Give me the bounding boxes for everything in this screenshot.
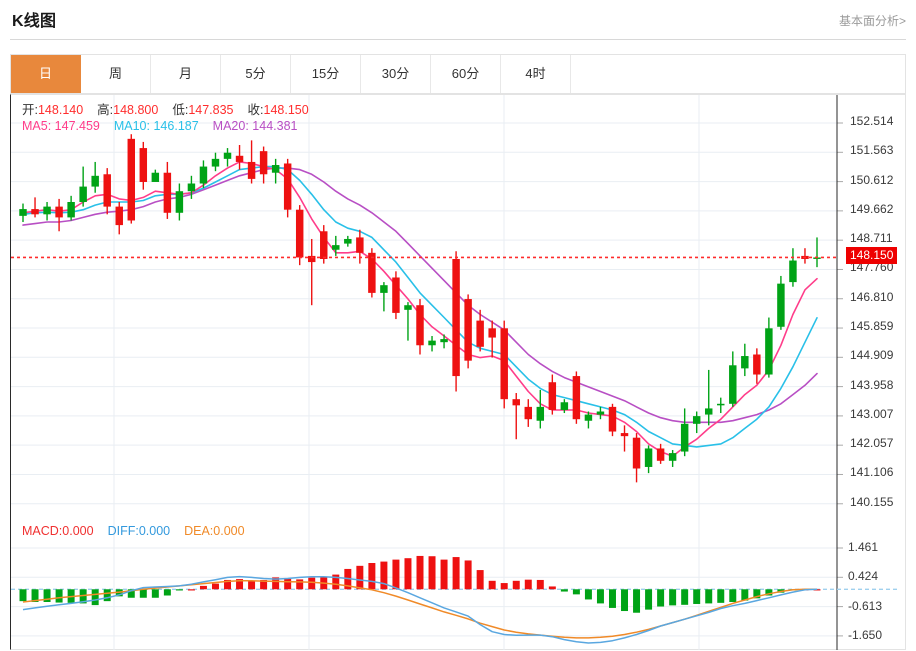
page-title: K线图 (12, 13, 57, 30)
tab-label: 月 (178, 66, 192, 81)
tab-label: 5分 (245, 66, 266, 81)
price-axis-label: 143.007 (850, 406, 894, 421)
high-value: 148.800 (113, 103, 159, 117)
tab-3[interactable]: 5分 (221, 55, 291, 93)
price-axis-label: 143.958 (850, 377, 894, 392)
macd-axis-label: 0.424 (848, 569, 879, 584)
fundamental-analysis-link[interactable]: 基本面分析> (838, 14, 906, 28)
tab-label: 4时 (525, 66, 546, 81)
tab-label: 日 (38, 66, 52, 81)
timeframe-tabbar: 日 周 月 5分 15分 30分 60分 4时 (10, 54, 906, 94)
ma20-value: 144.381 (252, 119, 298, 133)
ma5-label: MA5: (22, 119, 52, 133)
tab-6[interactable]: 60分 (431, 55, 501, 93)
tab-1[interactable]: 周 (81, 55, 151, 93)
price-axis-label: 144.909 (850, 348, 894, 363)
close-value: 148.150 (263, 103, 309, 117)
tab-4[interactable]: 15分 (291, 55, 361, 93)
candlestick-chart-panel[interactable] (10, 94, 906, 523)
tab-5[interactable]: 30分 (361, 55, 431, 93)
macd-chart-panel[interactable] (10, 521, 906, 650)
macd-axis-label: 1.461 (848, 540, 879, 554)
macd-canvas (11, 521, 897, 650)
tab-0[interactable]: 日 (11, 55, 81, 93)
macd-axis-label: -0.613 (848, 598, 883, 613)
ma5-value: 147.459 (54, 119, 100, 133)
header-divider (10, 39, 906, 40)
macd-axis-label: -1.650 (848, 627, 883, 642)
ohlc-legend: 开:148.140 高:148.800 低:147.835 收:148.150 (22, 99, 323, 118)
tabbar-filler (571, 55, 905, 93)
price-axis-label: 152.514 (850, 114, 894, 128)
tab-7[interactable]: 4时 (501, 55, 571, 93)
diff-label: DIFF: (107, 524, 139, 538)
price-axis-label: 146.810 (850, 289, 894, 304)
dea-value: 0.000 (213, 524, 245, 538)
price-axis-label: 141.106 (850, 465, 894, 480)
ma10-value: 146.187 (153, 119, 199, 133)
price-axis-label: 145.859 (850, 319, 894, 334)
ma-legend: MA5: 147.459 MA10: 146.187 MA20: 144.381 (22, 119, 311, 133)
ma10-label: MA10: (113, 119, 150, 133)
tab-2[interactable]: 月 (151, 55, 221, 93)
low-value: 147.835 (188, 103, 234, 117)
close-label: 收: (247, 103, 264, 117)
ma20-label: MA20: (212, 119, 249, 133)
price-axis-label: 140.155 (850, 494, 894, 509)
price-axis-label: 151.563 (850, 143, 894, 158)
page-header: K线图 基本面分析> (0, 0, 916, 40)
diff-value: 0.000 (138, 524, 171, 538)
high-label: 高: (97, 103, 114, 117)
tab-label: 30分 (381, 66, 410, 81)
open-label: 开: (22, 103, 38, 117)
tab-label: 周 (108, 66, 122, 81)
tab-label: 15分 (311, 66, 340, 81)
dea-label: DEA: (184, 524, 214, 538)
tab-label: 60分 (451, 66, 480, 81)
price-axis-label: 149.662 (850, 201, 894, 216)
candlestick-canvas (11, 95, 843, 523)
current-price-badge: 148.150 (846, 247, 898, 265)
macd-label: MACD: (22, 524, 63, 538)
price-axis-label: 150.612 (850, 172, 894, 187)
open-value: 148.140 (37, 103, 84, 117)
macd-value: 0.000 (62, 524, 94, 538)
low-label: 低: (172, 103, 189, 117)
price-axis-label: 142.057 (850, 436, 894, 451)
macd-legend: MACD:0.000 DIFF:0.000 DEA:0.000 (22, 524, 259, 538)
price-axis-label: 148.711 (850, 231, 893, 246)
